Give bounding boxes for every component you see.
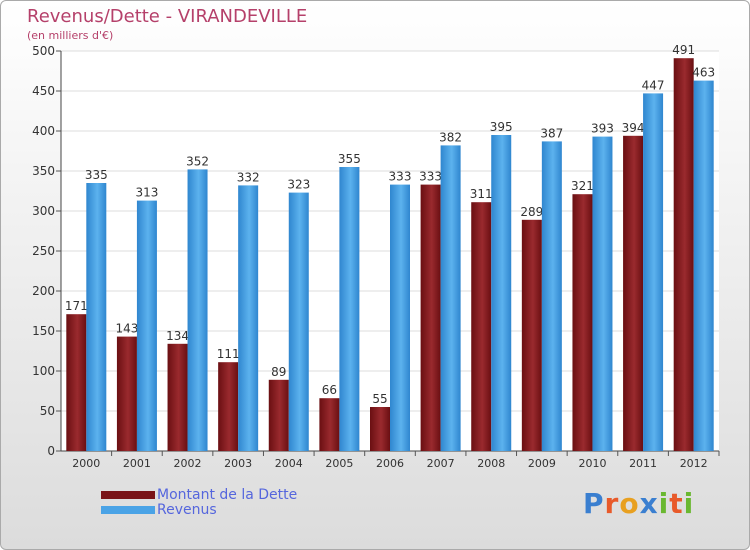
y-tick-label: 200 [32,284,55,298]
bar-debt [572,194,593,451]
data-label-debt: 111 [217,347,240,361]
data-label-debt: 89 [271,365,286,379]
data-label-revenue: 335 [85,168,108,182]
bar-debt [167,343,188,451]
data-label-revenue: 333 [389,170,412,184]
bar-revenue [440,145,461,451]
bar-debt [420,184,441,451]
brand-letter: t [669,487,684,520]
x-tick-label: 2005 [325,457,353,470]
data-label-revenue: 447 [642,78,665,92]
bar-debt [673,58,694,451]
data-label-debt: 143 [115,322,138,336]
chart-subtitle: (en milliers d'€) [27,29,114,42]
y-tick-label: 500 [32,44,55,58]
data-label-revenue: 352 [186,154,209,168]
y-tick-label: 400 [32,124,55,138]
data-label-revenue: 393 [591,122,614,136]
y-tick-label: 450 [32,84,55,98]
x-tick-label: 2000 [72,457,100,470]
data-label-revenue: 387 [540,126,563,140]
bar-revenue [187,169,208,451]
bar-revenue [643,93,664,452]
y-tick-label: 0 [47,444,55,458]
x-tick-label: 2008 [477,457,505,470]
x-tick-label: 2002 [174,457,202,470]
y-tick-label: 300 [32,204,55,218]
x-tick-label: 2009 [528,457,556,470]
data-label-revenue: 323 [287,178,310,192]
data-label-revenue: 395 [490,120,513,134]
legend-swatch-revenue [101,506,155,514]
brand-letter: x [639,487,659,520]
data-label-revenue: 382 [439,130,462,144]
bar-revenue [541,141,562,451]
data-label-debt: 333 [419,170,442,184]
bar-debt [268,379,289,451]
bar-debt [66,314,87,451]
bar-debt [319,398,340,451]
x-tick-label: 2011 [629,457,657,470]
bar-debt [218,362,239,451]
bar-revenue [339,167,360,451]
brand-logo: Proxiti [583,487,694,520]
brand-letter: P [583,487,605,520]
bar-revenue [693,80,714,451]
legend-swatch-debt [101,491,155,499]
brand-letter: o [619,487,640,520]
data-label-debt: 394 [622,121,645,135]
x-tick-label: 2004 [275,457,303,470]
data-label-revenue: 463 [692,66,715,80]
brand-letter: i [658,487,670,520]
data-label-debt: 134 [166,329,189,343]
data-label-revenue: 355 [338,152,361,166]
data-label-debt: 66 [322,383,337,397]
bar-debt [623,135,644,452]
data-label-debt: 311 [470,187,493,201]
y-tick-label: 350 [32,164,55,178]
brand-letter: i [683,487,695,520]
legend-label-revenue: Revenus [157,502,217,518]
bar-debt [116,336,137,451]
bar-revenue [491,135,512,451]
y-tick-label: 50 [40,404,55,418]
data-label-debt: 491 [672,43,695,57]
brand-letter: r [604,487,620,520]
bar-revenue [86,183,107,451]
legend-label-debt: Montant de la Dette [157,487,298,503]
bar-revenue [238,185,259,451]
y-tick-label: 150 [32,324,55,338]
chart-title: Revenus/Dette - VIRANDEVILLE [27,6,308,27]
bar-revenue [136,200,157,451]
data-label-debt: 55 [372,392,387,406]
data-label-debt: 171 [65,299,88,313]
x-tick-label: 2006 [376,457,404,470]
x-tick-label: 2007 [427,457,455,470]
data-label-revenue: 332 [237,170,260,184]
x-tick-label: 2010 [578,457,606,470]
x-tick-label: 2012 [680,457,708,470]
y-tick-label: 100 [32,364,55,378]
x-tick-label: 2003 [224,457,252,470]
bar-revenue [390,184,410,451]
y-tick-label: 250 [32,244,55,258]
legend-item-debt: Montant de la Dette [101,487,361,503]
x-tick-label: 2001 [123,457,151,470]
data-label-revenue: 313 [135,186,158,200]
bar-revenue [288,192,309,451]
bar-revenue [592,136,613,451]
legend-item-revenue: Revenus [101,502,361,518]
data-label-debt: 289 [520,205,543,219]
bar-debt [370,407,390,451]
bar-debt [471,202,492,451]
data-label-debt: 321 [571,179,594,193]
bar-debt [521,219,542,451]
